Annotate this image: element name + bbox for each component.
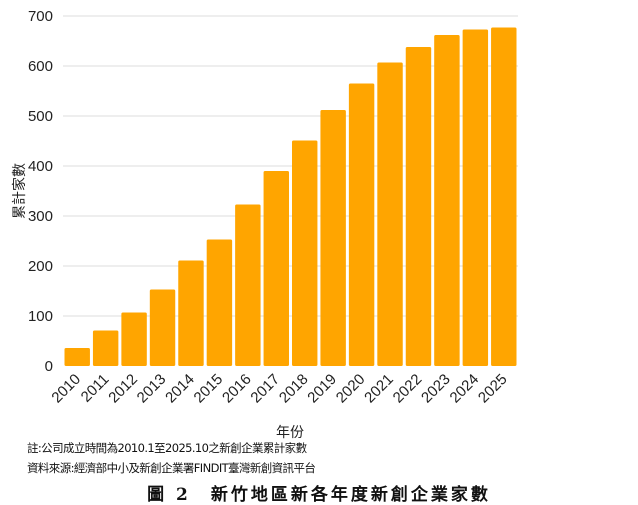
x-tick-label: 2016 <box>219 371 255 407</box>
figure-caption: 圖 2 新竹地區新各年度新創企業家數 <box>147 485 491 505</box>
bars <box>64 27 517 366</box>
x-tick-labels: 2010201120122013201420152016201720182019… <box>48 371 510 407</box>
y-tick-label: 300 <box>28 208 53 225</box>
y-tick-label: 700 <box>28 8 53 25</box>
bar <box>405 47 432 366</box>
chart-note: 註:公司成立時間為2010.1至2025.10之新創企業累計家數 <box>27 441 307 455</box>
bar <box>121 312 147 366</box>
bar <box>292 140 318 366</box>
x-tick-label: 2018 <box>276 371 312 407</box>
bar <box>348 83 375 366</box>
bar <box>462 29 489 366</box>
x-tick-label: 2013 <box>134 371 170 407</box>
y-axis-label: 累計家數 <box>11 163 28 219</box>
y-tick-label: 600 <box>28 58 53 75</box>
y-tick-label: 0 <box>45 358 53 375</box>
x-tick-label: 2021 <box>361 371 397 407</box>
gridlines <box>63 15 518 317</box>
x-tick-label: 2015 <box>191 371 227 407</box>
x-tick-label: 2012 <box>105 371 141 407</box>
x-tick-label: 2025 <box>475 371 511 407</box>
bar <box>377 62 403 366</box>
bar <box>434 35 460 366</box>
x-tick-label: 2020 <box>333 371 369 407</box>
bar <box>491 27 517 366</box>
x-tick-label: 2022 <box>390 371 426 407</box>
bar <box>92 330 119 366</box>
y-tick-label: 200 <box>28 258 53 275</box>
x-tick-label: 2017 <box>247 371 283 407</box>
bar <box>320 110 346 366</box>
x-tick-label: 2023 <box>418 371 454 407</box>
bar <box>206 239 233 366</box>
x-tick-label: 2011 <box>78 371 113 406</box>
x-axis-label: 年份 <box>276 425 304 441</box>
bar <box>64 348 90 366</box>
bar <box>263 171 289 366</box>
y-tick-label: 100 <box>28 308 53 325</box>
y-tick-label: 500 <box>28 108 53 125</box>
bar <box>235 204 261 366</box>
bar <box>178 260 204 366</box>
chart-source: 資料來源:經濟部中小及新創企業署FINDIT臺灣新創資訊平台 <box>27 461 316 475</box>
x-tick-label: 2010 <box>48 371 84 407</box>
x-tick-label: 2019 <box>304 371 340 407</box>
bar <box>149 289 176 366</box>
x-tick-label: 2014 <box>162 371 198 407</box>
y-tick-label: 400 <box>28 158 53 175</box>
y-tick-labels: 0 100 200 300 400 500 600 700 <box>28 8 53 375</box>
x-tick-label: 2024 <box>447 371 483 407</box>
